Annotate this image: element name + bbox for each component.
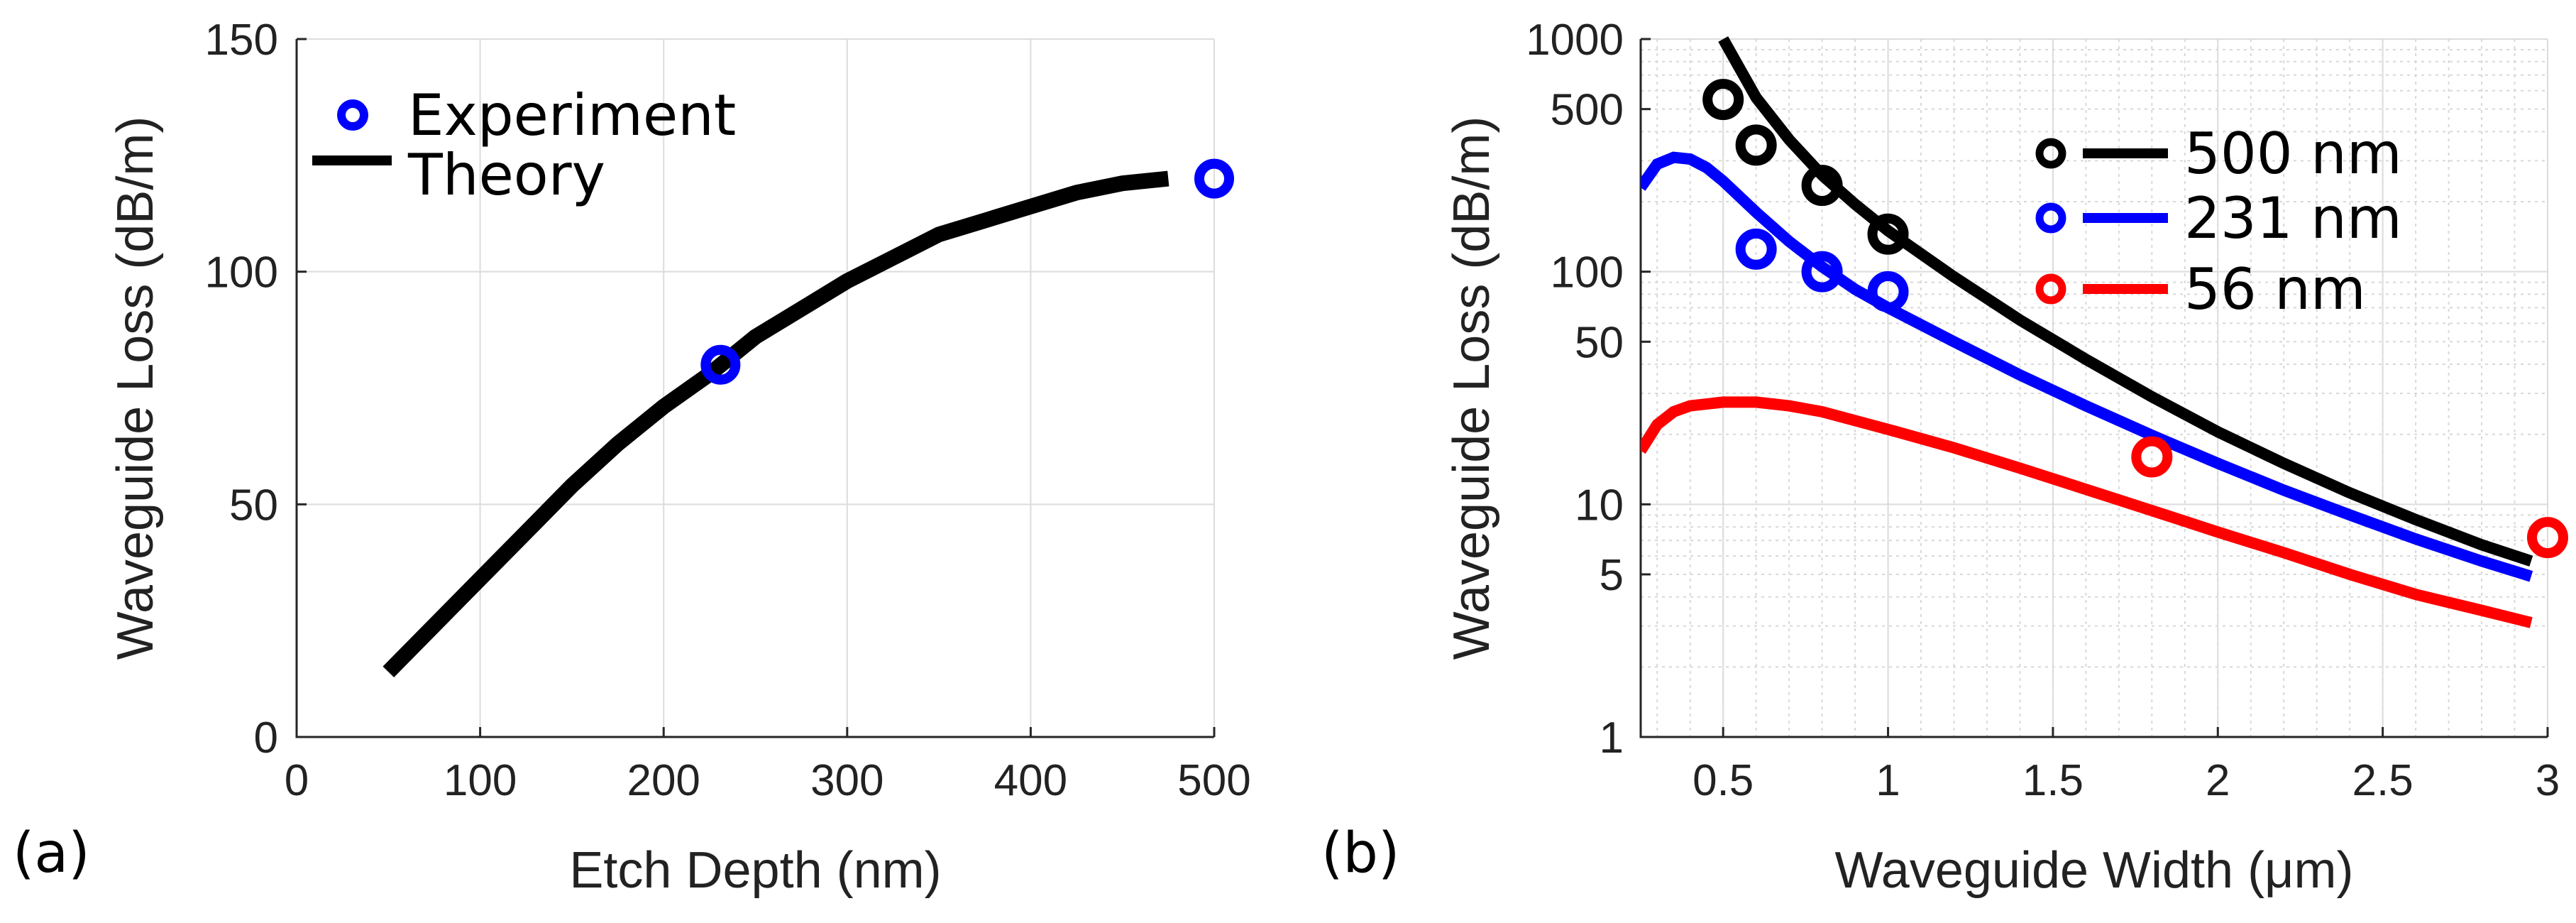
panel-b-chart: 0.5 1 1.5 2 2.5 3 1 5 10 50 100 500 1000 Waveguide Wi… [1321,16,2568,899]
x-tick-label: 3 [2536,756,2560,805]
x-tick-label: 2.5 [2352,756,2413,805]
y-tick-label: 50 [229,481,278,530]
x-tick-label: 100 [444,756,517,805]
y-tick-label: 10 [1575,481,1624,530]
y-tick-label: 5 [1600,551,1624,600]
legend-marker-231-nm [2035,202,2066,234]
data-point-231-nm [1867,271,1909,312]
legend-label-231-nm: 231 nm [2184,185,2402,251]
data-point-500-nm [1702,79,1744,121]
data-point-500-nm [1735,124,1777,166]
y-tick-label: 500 [1551,86,1624,135]
y-tick-label: 100 [205,248,278,297]
legend-marker-experiment [337,99,368,131]
x-tick-label: 0 [285,756,309,805]
x-tick-label: 500 [1177,756,1250,805]
y-tick-label: 1 [1600,714,1624,763]
panel-a-chart: 0 100 200 300 400 500 0 50 100 150 Etch Depth (nm)… [13,16,1251,899]
curve-500-nm [1718,36,2533,567]
theory-line [382,170,1169,678]
x-axis-label: Waveguide Width (μm) [1834,842,2353,899]
panel-label-b: (b) [1321,821,1399,885]
data-point-231-nm [1735,228,1777,270]
data-point-500-nm [1867,213,1909,255]
x-tick-label: 1.5 [2022,756,2084,805]
x-axis-label: Etch Depth (nm) [569,842,941,899]
x-tick-label: 200 [627,756,700,805]
x-tick-label: 1 [1876,756,1900,805]
y-tick-label: 50 [1575,318,1624,367]
experiment-point [700,344,741,385]
y-tick-label: 0 [254,714,278,763]
experiment-point [1194,158,1234,199]
data-point-231-nm [1801,251,1843,293]
panel-label-a: (a) [13,821,90,885]
y-axis-label: Waveguide Loss (dB/m) [1443,116,1500,660]
axes-frame [1639,39,2548,738]
data-point-56-nm [2527,517,2568,559]
data-point-56-nm [2131,436,2173,478]
y-tick-label: 1000 [1526,16,1624,65]
x-tick-label: 300 [810,756,884,805]
data-point-500-nm [1801,165,1843,207]
legend-label-56-nm: 56 nm [2184,256,2366,322]
x-tick-label: 400 [994,756,1067,805]
x-tick-label: 2 [2206,756,2230,805]
legend-label-500-nm: 500 nm [2184,121,2402,187]
y-tick-label: 150 [205,16,278,65]
legend-label-theory: Theory [407,142,605,208]
legend-marker-56-nm [2035,273,2066,305]
legend-label-experiment: Experiment [408,82,736,148]
x-tick-label: 0.5 [1692,756,1754,805]
y-axis-label: Waveguide Loss (dB/m) [107,116,164,660]
curve-56-nm [1641,396,2533,628]
legend-marker-500-nm [2035,138,2066,169]
y-tick-label: 100 [1551,248,1624,297]
